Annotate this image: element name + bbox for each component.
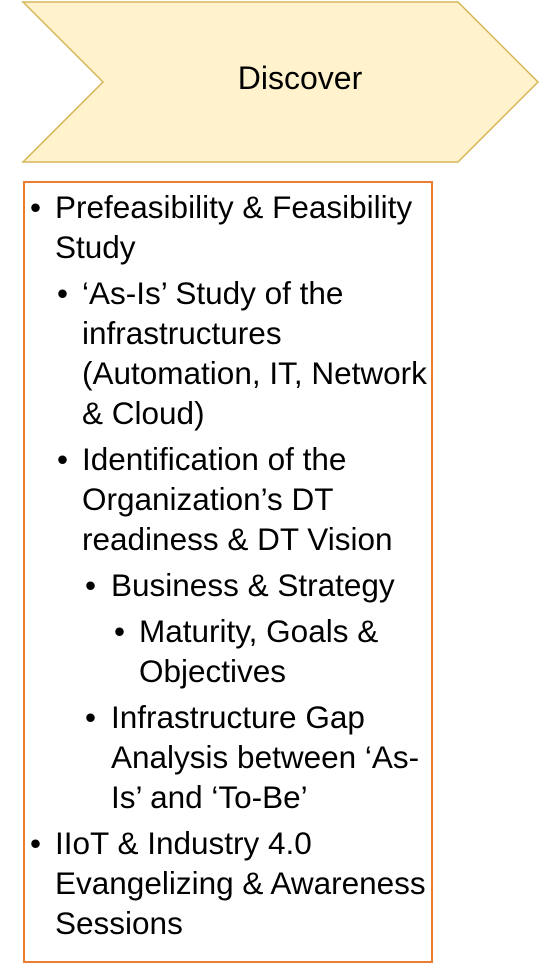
discover-title: Discover [237,60,363,96]
list-item: • IIoT & Industry 4.0 Evangelizing & Awa… [25,823,431,943]
list-item: • Identification of the Organization’s D… [25,439,431,559]
list-item: • Maturity, Goals & Objectives [25,611,431,691]
bullet-icon: • [30,825,42,861]
discover-chevron [21,1,540,163]
chevron-shape [21,1,540,163]
list-item-text: IIoT & Industry 4.0 Evangelizing & Aware… [55,825,426,941]
bullet-icon: • [30,189,42,225]
bullet-icon: • [85,699,97,735]
list-item-text: Identification of the Organization’s DT … [82,441,393,557]
bullet-icon: • [114,613,126,649]
bullet-icon: • [57,275,69,311]
bullet-icon: • [57,441,69,477]
list-item-text: Prefeasibility & Feasibility Study [55,189,413,265]
discover-details-box: • Prefeasibility & Feasibility Study • ‘… [23,181,433,963]
list-item-text: Business & Strategy [111,567,395,603]
bullet-icon: • [85,567,97,603]
list-item: • ‘As-Is’ Study of the infrastructures (… [25,273,431,433]
list-item-text: Infrastructure Gap Analysis between ‘As-… [111,699,420,815]
list-item: • Prefeasibility & Feasibility Study [25,187,431,267]
list-item-text: ‘As-Is’ Study of the infrastructures (Au… [82,275,427,431]
list-item: • Infrastructure Gap Analysis between ‘A… [25,697,431,817]
list-item: • Business & Strategy [25,565,431,605]
list-item-text: Maturity, Goals & Objectives [139,613,379,689]
bullet-list: • Prefeasibility & Feasibility Study • ‘… [25,183,431,949]
